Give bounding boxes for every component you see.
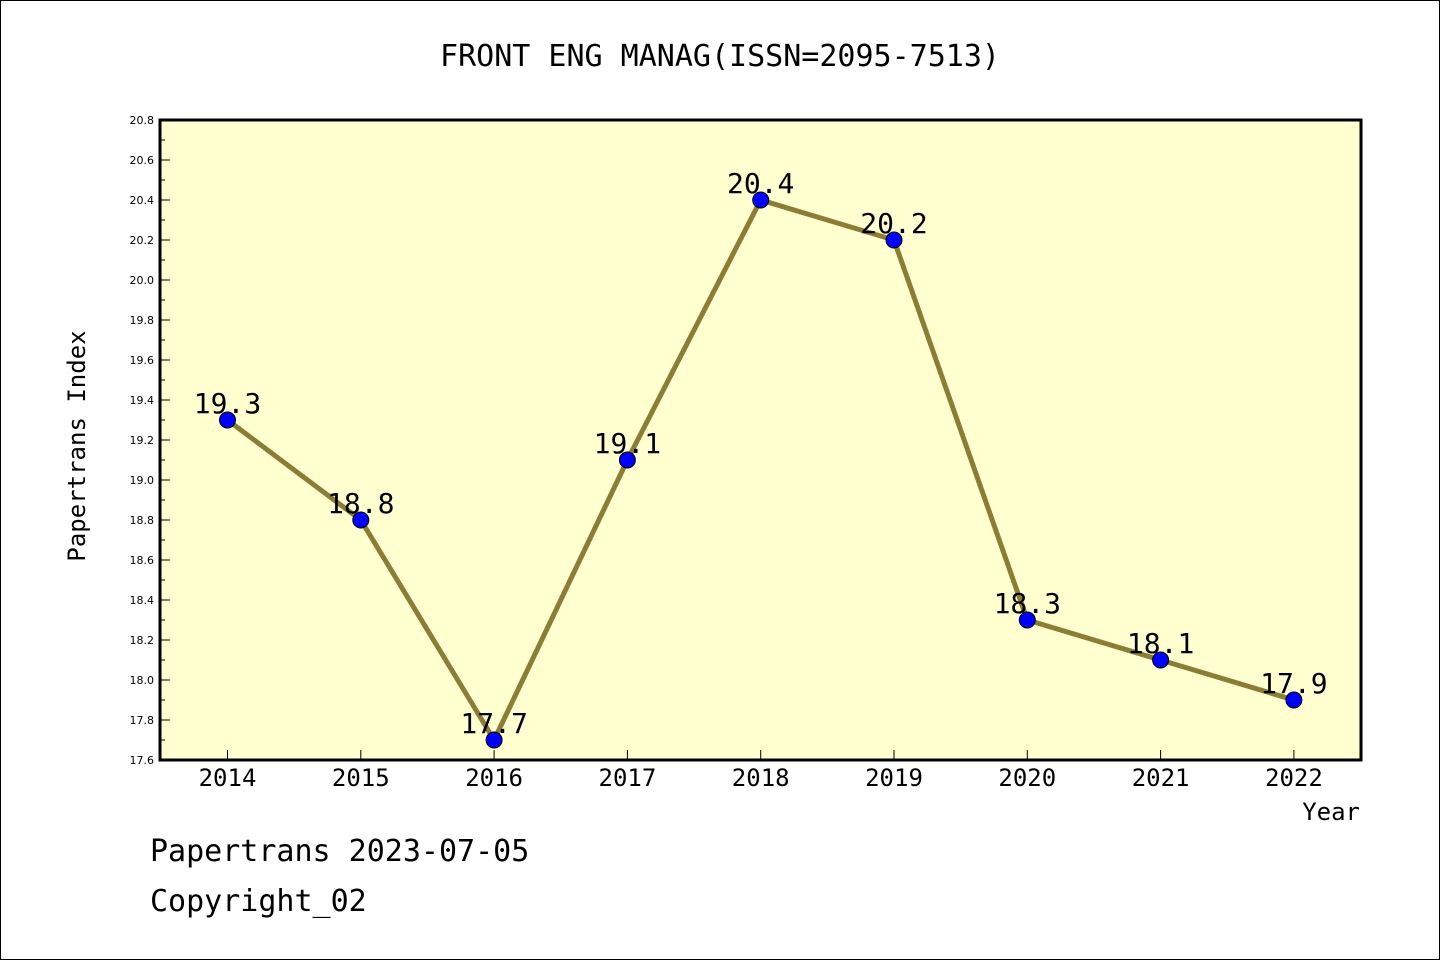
y-tick-label: 18.2 — [130, 634, 155, 647]
data-point — [352, 511, 370, 529]
y-tick-label: 20.4 — [130, 194, 155, 207]
y-tick-label: 18.6 — [130, 554, 155, 567]
y-axis-label: Papertrans Index — [63, 330, 91, 561]
x-tick-label: 2016 — [465, 764, 523, 792]
data-point — [219, 411, 236, 429]
data-label: 19.3 — [194, 387, 261, 420]
data-point — [1152, 651, 1170, 669]
data-point — [485, 731, 503, 749]
y-tick-label: 19.2 — [130, 434, 155, 447]
data-labels: 19.3 18.8 17.7 19.1 20.4 20.2 18.3 18.1 17.9 — [194, 167, 1328, 740]
data-point — [885, 231, 903, 249]
x-tick-label: 2019 — [865, 764, 923, 792]
y-tick-label: 19.8 — [130, 314, 155, 327]
x-tick-label: 2017 — [599, 764, 657, 792]
plot-border — [158, 118, 1363, 762]
chart-title: FRONT ENG MANAG(ISSN=2095-7513) — [440, 39, 1000, 74]
data-label: 20.4 — [727, 167, 794, 200]
y-tick-label: 19.6 — [130, 354, 155, 367]
x-axis-label: Year — [1302, 798, 1360, 826]
data-label: 19.1 — [594, 427, 661, 460]
x-tick-label: 2014 — [199, 764, 257, 792]
x-tick-label: 2021 — [1132, 764, 1190, 792]
x-tick-label: 2022 — [1265, 764, 1323, 792]
y-tick-label: 20.6 — [130, 154, 155, 167]
y-tick-label: 18.0 — [130, 674, 155, 687]
data-point — [1285, 691, 1303, 709]
data-label: 20.2 — [860, 207, 927, 240]
data-point — [618, 451, 636, 469]
x-axis-ticks: 2014 2015 2016 2017 2018 2019 2020 2021 2022 — [199, 750, 1323, 792]
y-tick-label: 20.2 — [130, 234, 155, 247]
y-tick-label: 17.6 — [130, 754, 155, 767]
data-label: 17.9 — [1260, 667, 1327, 700]
data-label: 18.3 — [994, 587, 1061, 620]
footer-copyright: Copyright_02 — [150, 884, 367, 919]
data-label: 17.7 — [460, 707, 527, 740]
x-tick-label: 2015 — [332, 764, 390, 792]
y-tick-label: 19.0 — [130, 474, 155, 487]
data-points — [219, 191, 1303, 749]
y-tick-label: 19.4 — [130, 394, 155, 407]
x-tick-label: 2020 — [998, 764, 1056, 792]
x-tick-label: 2018 — [732, 764, 790, 792]
y-tick-label: 20.0 — [130, 274, 155, 287]
data-label: 18.8 — [327, 487, 394, 520]
data-point — [752, 191, 770, 209]
data-label: 18.1 — [1127, 627, 1194, 660]
y-tick-label: 18.8 — [130, 514, 155, 527]
data-point — [1018, 611, 1036, 629]
y-tick-label: 18.4 — [130, 594, 155, 607]
y-tick-label: 20.8 — [130, 114, 155, 127]
y-axis-ticks: 17.6 17.8 18.0 18.2 18.4 18.6 18.8 19.0 19.2 19.4… — [130, 114, 170, 767]
y-tick-label: 17.8 — [130, 714, 155, 727]
footer-date: Papertrans 2023-07-05 — [150, 834, 530, 869]
